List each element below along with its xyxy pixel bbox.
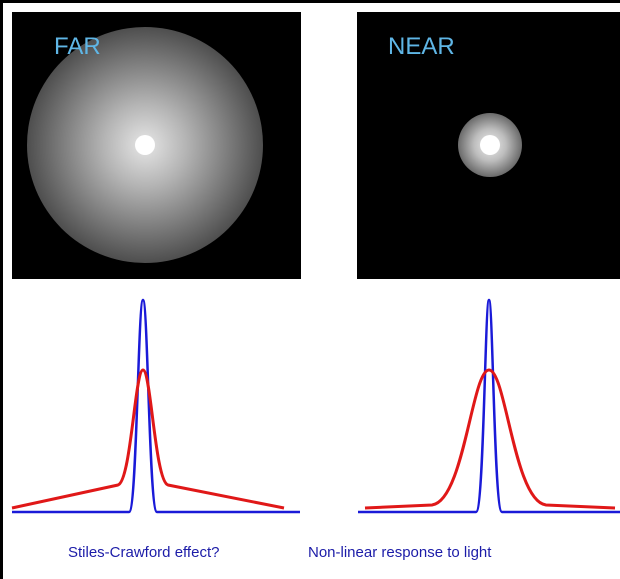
far-spot — [135, 135, 155, 155]
near-spot — [480, 135, 500, 155]
far-blue-curve — [12, 298, 300, 514]
left-border — [0, 0, 3, 579]
near-label: NEAR — [388, 33, 455, 60]
top-border — [0, 0, 620, 3]
caption-right: Non-linear response to light — [308, 544, 492, 561]
near-red-curve — [364, 368, 616, 510]
near-blue-curve — [358, 298, 620, 514]
far-red-curve — [11, 368, 285, 510]
far-label: FAR — [54, 33, 101, 60]
caption-left: Stiles-Crawford effect? — [68, 544, 219, 561]
